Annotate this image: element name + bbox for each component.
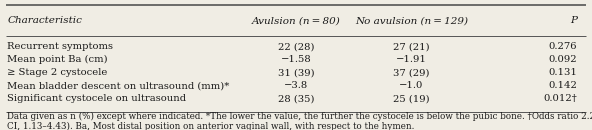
Text: Mean point Ba (cm): Mean point Ba (cm) — [7, 55, 108, 64]
Text: 25 (19): 25 (19) — [393, 94, 430, 103]
Text: 37 (29): 37 (29) — [393, 68, 430, 77]
Text: Recurrent symptoms: Recurrent symptoms — [7, 42, 113, 51]
Text: P: P — [570, 16, 577, 25]
Text: 0.012†: 0.012† — [543, 94, 577, 103]
Text: −3.8: −3.8 — [284, 81, 308, 90]
Text: ≥ Stage 2 cystocele: ≥ Stage 2 cystocele — [7, 68, 108, 77]
Text: 27 (21): 27 (21) — [393, 42, 430, 51]
Text: Data given as n (%) except where indicated. *The lower the value, the further th: Data given as n (%) except where indicat… — [7, 112, 592, 121]
Text: −1.91: −1.91 — [396, 55, 427, 64]
Text: Significant cystocele on ultrasound: Significant cystocele on ultrasound — [7, 94, 186, 103]
Text: Avulsion (n = 80): Avulsion (n = 80) — [252, 16, 340, 25]
Text: 0.276: 0.276 — [549, 42, 577, 51]
Text: Characteristic: Characteristic — [7, 16, 82, 25]
Text: 22 (28): 22 (28) — [278, 42, 314, 51]
Text: No avulsion (n = 129): No avulsion (n = 129) — [355, 16, 468, 25]
Text: 0.142: 0.142 — [548, 81, 577, 90]
Text: Mean bladder descent on ultrasound (mm)*: Mean bladder descent on ultrasound (mm)* — [7, 81, 230, 90]
Text: 0.131: 0.131 — [548, 68, 577, 77]
Text: −1.58: −1.58 — [281, 55, 311, 64]
Text: CI, 1.13–4.43). Ba, Most distal position on anterior vaginal wall, with respect : CI, 1.13–4.43). Ba, Most distal position… — [7, 122, 414, 130]
Text: 28 (35): 28 (35) — [278, 94, 314, 103]
Text: 31 (39): 31 (39) — [278, 68, 314, 77]
Text: 0.092: 0.092 — [549, 55, 577, 64]
Text: −1.0: −1.0 — [399, 81, 424, 90]
